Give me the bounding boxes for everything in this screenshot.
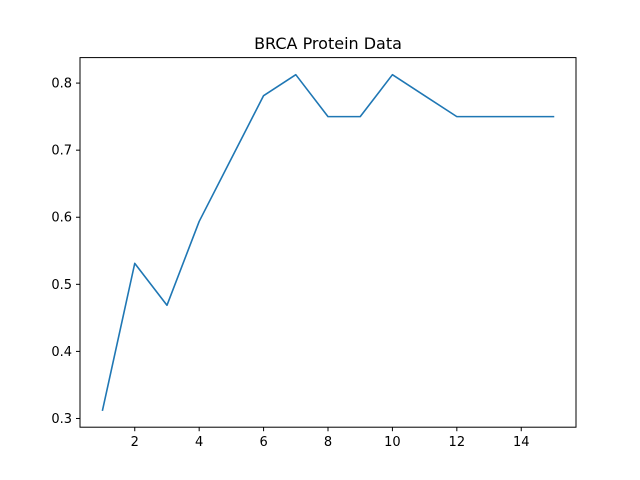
- x-tick-label: 12: [449, 435, 466, 450]
- x-axis: 2 4 6 8 10 12 14: [131, 427, 530, 450]
- y-tick-label: 0.5: [51, 278, 72, 293]
- x-tick-label: 2: [131, 435, 139, 450]
- x-tick-label: 8: [324, 435, 332, 450]
- x-tick-label: 14: [513, 435, 530, 450]
- y-tick-label: 0.3: [51, 412, 72, 427]
- y-axis: 0.3 0.4 0.5 0.6 0.7 0.8: [51, 77, 80, 427]
- series-line: [101, 73, 555, 412]
- x-tick-label: 4: [195, 435, 203, 450]
- y-tick-label: 0.8: [51, 77, 72, 92]
- x-tick-label: 10: [384, 435, 401, 450]
- chart-title: BRCA Protein Data: [254, 34, 402, 53]
- y-tick-label: 0.6: [51, 211, 72, 226]
- x-tick-label: 6: [259, 435, 267, 450]
- y-tick-label: 0.7: [51, 144, 72, 159]
- y-tick-label: 0.4: [51, 345, 72, 360]
- plot-frame: [79, 57, 577, 428]
